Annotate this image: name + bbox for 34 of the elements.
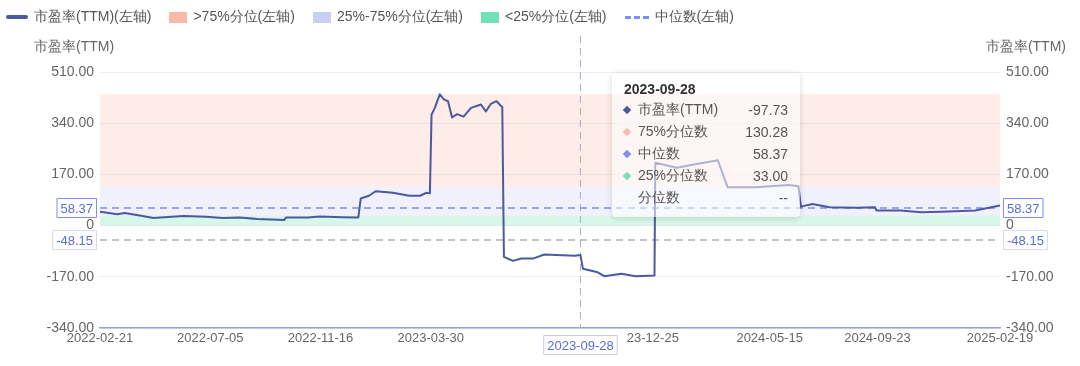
legend-label: 中位数(左轴): [654, 8, 734, 26]
text: 58.37: [1007, 200, 1040, 216]
y-tick-label: 510.00: [51, 62, 95, 79]
text: 25%分位数 33.00: [638, 167, 788, 184]
x-tick-label: 2022-07-05: [176, 330, 244, 346]
y-tick-label: 0: [86, 216, 95, 233]
x-tick-label: 2024-09-23: [844, 330, 911, 346]
y2-tick-label: -170.00: [1006, 267, 1054, 284]
y2-tick-label: 510.00: [1006, 62, 1050, 79]
y2-tick-label: 0: [1006, 216, 1014, 233]
text: 分位数 --: [638, 189, 788, 206]
annotation: 58.37: [60, 200, 94, 216]
x-tick-label: 2022-11-16: [287, 330, 354, 346]
annotation: 2023-09-28: [624, 81, 697, 97]
y2-axis-title: 市盈率(TTM): [985, 37, 1066, 54]
text: 75%分位数 130.28: [638, 123, 788, 140]
y-tick-label: -170.00: [46, 267, 95, 284]
text: -48.15: [1007, 232, 1044, 248]
text: 市盈率(TTM) -97.73: [638, 101, 788, 118]
y-tick-label: 340.00: [51, 114, 95, 131]
y-tick-label: 170.00: [51, 165, 95, 182]
legend-label: <25%分位(左轴): [504, 8, 607, 26]
x-tick-label: 2023-03-30: [397, 330, 464, 346]
x-tick-label: 23-12-25: [626, 330, 679, 346]
y-axis-title: 市盈率(TTM): [34, 37, 115, 54]
y2-tick-label: 170.00: [1006, 165, 1050, 182]
ref-line-label: 2023-09-28: [547, 337, 614, 353]
x-tick-label: 2024-05-15: [736, 330, 803, 346]
legend-label: 市盈率(TTM)(左轴): [34, 8, 152, 26]
legend-label: >75%分位(左轴): [193, 8, 295, 26]
text: 中位数 58.37: [638, 145, 788, 162]
legend-label: 25%-75%分位(左轴): [336, 8, 463, 26]
y2-tick-label: 340.00: [1006, 114, 1050, 131]
ref-line-label: -48.15: [56, 232, 94, 248]
